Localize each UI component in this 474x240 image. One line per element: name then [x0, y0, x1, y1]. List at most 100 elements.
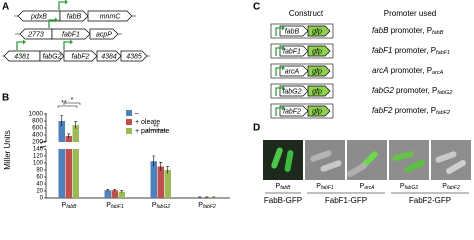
- error-bar: [198, 196, 202, 198]
- promoter-subscript: fabF1: [436, 50, 450, 56]
- cell: [392, 150, 414, 162]
- y-tick-label: 120: [33, 154, 44, 160]
- cell: [404, 159, 426, 173]
- axis-break: [39, 140, 47, 144]
- x-tick-label: PfabF1: [106, 202, 124, 210]
- axis-break: [39, 145, 47, 149]
- micrograph: [263, 140, 303, 180]
- y-tick-label: 200: [32, 139, 43, 146]
- gene-label: fabG2: [42, 53, 61, 60]
- promoter-subscript: fabG2: [437, 90, 452, 96]
- panel-letter: B: [2, 93, 9, 104]
- gene-arrow: [19, 28, 53, 40]
- promoter-arrow-head: [282, 65, 285, 71]
- label-text: P: [62, 202, 67, 209]
- promoter-arrow: [63, 41, 70, 50]
- gene-label: fabG2: [282, 88, 301, 95]
- gene-label: fabF2: [283, 108, 301, 115]
- label-subscript: fabG2: [157, 204, 171, 210]
- gene-arrow: [279, 45, 309, 57]
- significance-bracket: [63, 102, 81, 105]
- gene-label: fabF1: [62, 31, 80, 38]
- label-text: P: [106, 202, 111, 209]
- gene-arrow: [17, 10, 61, 22]
- promoter-subscript: fabF2: [436, 110, 450, 116]
- promoter-suffix: promoter, P: [392, 46, 436, 55]
- label-subscript: arcA: [364, 185, 375, 191]
- error-bar: [159, 162, 163, 171]
- gfp-label: gfp: [312, 48, 322, 55]
- y-tick-label: 1000: [29, 111, 44, 118]
- gfp-label: gfp: [312, 108, 322, 115]
- bar: [111, 190, 118, 198]
- cell: [320, 160, 342, 172]
- cell: [284, 150, 294, 172]
- error-bar: [113, 188, 117, 192]
- panel-letter: A: [2, 2, 9, 13]
- x-tick-label: PfabG2: [152, 202, 171, 210]
- cell: [446, 160, 466, 174]
- error-bar: [205, 196, 209, 198]
- gene-label: 4385: [126, 53, 142, 60]
- error-bar: [74, 121, 78, 129]
- image-label: PfabG2: [400, 183, 419, 191]
- label-subscript: fabG2: [405, 185, 419, 191]
- panel-letter: C: [253, 2, 260, 13]
- promoter-subscript: arcA: [432, 70, 444, 76]
- legend-label: + palmitate: [135, 128, 170, 135]
- y-axis-label: Miller Units: [3, 130, 12, 170]
- y-tick-label: 20: [36, 189, 43, 195]
- gene-label: mnmC: [100, 13, 122, 20]
- promoter-suffix: promoter, P: [392, 106, 436, 115]
- label-subscript: fabF2: [203, 204, 216, 210]
- gfp-label: gfp: [312, 68, 322, 75]
- image-label: PfabF1: [316, 183, 334, 191]
- promoter-suffix: promoter, P: [388, 66, 432, 75]
- gene-label: acpP: [96, 31, 112, 38]
- bar: [72, 125, 79, 142]
- y-tick-label: 80: [36, 168, 43, 174]
- promoter-text: arcA promoter, ParcA: [372, 66, 444, 76]
- gene-arrow: [39, 50, 65, 62]
- promoter-text: fabF2 promoter, PfabF2: [372, 106, 450, 116]
- gene-arrow: [279, 25, 309, 37]
- gene-arrow: [51, 28, 91, 40]
- gene-arrow: [96, 50, 122, 62]
- group-label: FabF2-GFP: [409, 196, 451, 205]
- gfp-arrow: [307, 105, 331, 117]
- promoter-arrow-head: [23, 39, 26, 45]
- gfp-label: gfp: [312, 88, 322, 95]
- y-tick-label: 800: [32, 118, 43, 125]
- error-bar: [152, 155, 156, 167]
- gene-label: pdxB: [30, 13, 47, 20]
- y-tick-label: 0: [40, 196, 44, 202]
- bar: [58, 149, 65, 198]
- gene-arrow: [279, 65, 309, 77]
- promoter-text: fabG2 promoter, PfabG2: [372, 86, 452, 96]
- y-tick-label: 60: [36, 175, 43, 181]
- gene-arrow: [120, 50, 148, 62]
- gene-label: 2773: [27, 31, 44, 38]
- bar: [118, 191, 125, 198]
- gene-label: fabF1: [283, 48, 301, 55]
- error-bar: [106, 188, 110, 192]
- gfp-arrow: [307, 85, 331, 97]
- cell: [310, 150, 332, 162]
- label-text: P: [442, 183, 447, 190]
- promoter-arrow: [275, 67, 282, 76]
- gene-label: fabF2: [72, 53, 90, 60]
- label-subscript: fabF1: [111, 204, 124, 210]
- gfp-label: gfp: [312, 28, 322, 35]
- promoter-arrow: [48, 19, 55, 28]
- promoter-subscript: fabB: [432, 30, 444, 36]
- bar: [65, 149, 72, 198]
- promoter-text: fabB promoter, PfabB: [372, 26, 444, 36]
- promoter-arrow-head: [282, 105, 285, 111]
- bar: [164, 170, 171, 198]
- x-tick-label: PfabB: [62, 202, 78, 210]
- promoter-gene: arcA: [372, 66, 388, 75]
- legend-label: –: [135, 110, 139, 117]
- bar: [72, 149, 79, 198]
- cell: [435, 151, 457, 163]
- image-label: PfabF2: [442, 183, 460, 191]
